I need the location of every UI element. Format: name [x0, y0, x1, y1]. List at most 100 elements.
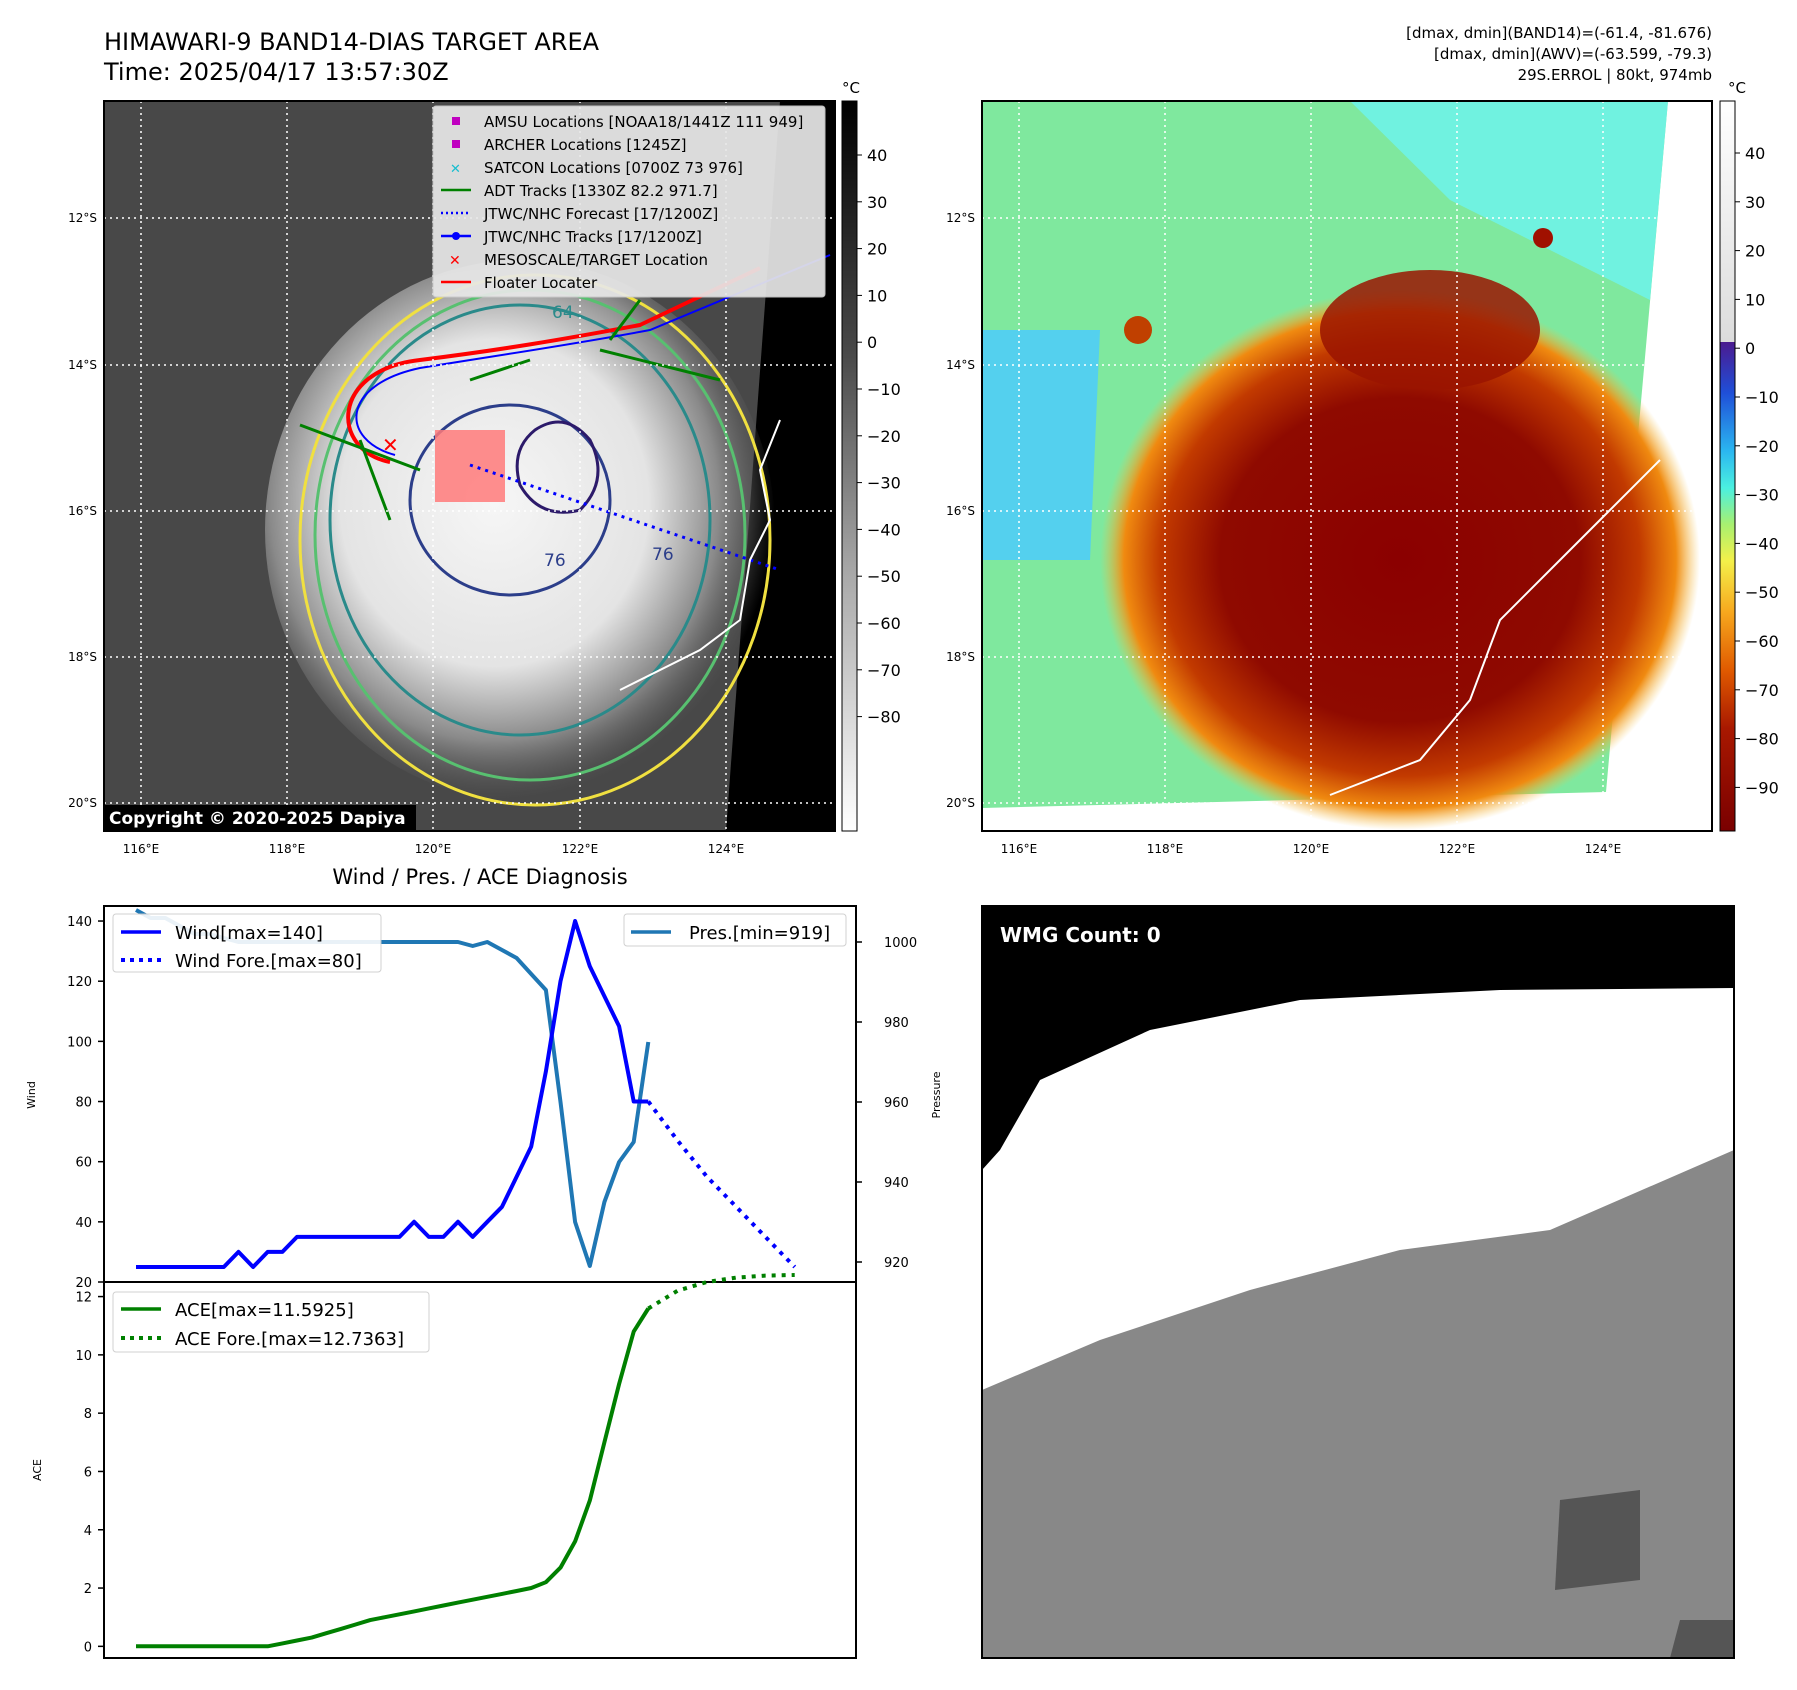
color-colorbar-tick-label: −60 [1745, 632, 1779, 651]
ir-map-lon-labels: 116°E 118°E 120°E 122°E 124°E [123, 842, 745, 856]
wmg-frame [981, 905, 1735, 1659]
pressure-tick-label: 1000 [884, 936, 917, 951]
lon-label: 118°E [1147, 842, 1184, 856]
info-storm: 29S.ERROL | 80kt, 974mb [1518, 66, 1712, 84]
lat-label: 16°S [946, 504, 975, 518]
color-colorbar-tick-label: −30 [1745, 486, 1779, 505]
pressure-axis-label: Pressure [930, 1071, 943, 1118]
wind-tick-label: 80 [75, 1096, 92, 1111]
color-colorbar: °C 40 30 20 10 0 −10 −20 −30 −40 −50 −60 −70 −80 −90 [1719, 79, 1779, 832]
ace-chart: ACE 0 2 4 6 8 10 12 ACE[max=11.5925] ACE Fore.… [31, 1273, 857, 1659]
gray-colorbar-tick-label: −30 [867, 474, 901, 493]
color-colorbar-tick-label: −50 [1745, 583, 1779, 602]
ace-tick-label: 8 [84, 1407, 92, 1422]
wmg-dark-gray-corner [1670, 1620, 1734, 1658]
lat-label: 18°S [946, 650, 975, 664]
figure-title: HIMAWARI-9 BAND14-DIAS TARGET AREA [104, 28, 600, 56]
color-colorbar-tick-label: 10 [1745, 290, 1765, 309]
legend-marker-amsu [452, 117, 460, 125]
legend-marker-satcon: ✕ [450, 162, 461, 177]
contour-label-76a: 76 [544, 551, 566, 571]
color-colorbar-tick-label: 0 [1745, 339, 1755, 358]
lat-label: 20°S [68, 796, 97, 810]
pressure-tick-label: 940 [884, 1176, 909, 1191]
copyright-box [104, 805, 416, 831]
jtwc-track [355, 254, 831, 456]
color-colorbar-tick-label: −40 [1745, 534, 1779, 553]
ace-axis-label: ACE [31, 1459, 44, 1481]
color-map-blue-region [982, 330, 1100, 560]
legend-label-mesoscale: MESOSCALE/TARGET Location [484, 251, 708, 269]
gray-colorbar-unit: °C [842, 79, 860, 97]
storm-cloud-shield [265, 260, 775, 800]
ace-line [136, 1307, 650, 1649]
gray-colorbar-tick-label: 20 [867, 240, 887, 259]
color-colorbar-gradient [1719, 100, 1736, 832]
lon-label: 118°E [269, 842, 306, 856]
pres-legend-box [623, 913, 847, 947]
convective-blob [1533, 228, 1553, 248]
ace-tick-label: 0 [84, 1640, 92, 1655]
legend-label-adt: ADT Tracks [1330Z 82.2 971.7] [484, 182, 718, 200]
ir-map-panel: 64 76 76 ✕ Copyright © 2020-2025 Dapiya [68, 100, 836, 856]
ace-fore-legend-label: ACE Fore.[max=12.7363] [175, 1329, 404, 1350]
legend-marker-jtwc-dot [452, 232, 460, 240]
gray-colorbar-tick-label: −10 [867, 380, 901, 399]
pressure-tick-label: 980 [884, 1016, 909, 1031]
color-colorbar-tick-label: −80 [1745, 730, 1779, 749]
wind-tick-label: 40 [75, 1216, 92, 1231]
pressure-tick-label: 920 [884, 1256, 909, 1271]
gray-colorbar: °C 40 30 20 10 0 −10 −20 −30 −40 −50 −60 −70 −80 [841, 79, 901, 832]
color-colorbar-ticks: 40 30 20 10 0 −10 −20 −30 −40 −50 −60 −70 −80 −90 [1735, 144, 1779, 797]
color-colorbar-tick-label: −90 [1745, 778, 1779, 797]
ace-tick-label: 10 [75, 1349, 92, 1364]
lat-label: 14°S [68, 358, 97, 372]
legend-marker-archer [452, 140, 460, 148]
ir-map-lat-labels: 12°S 14°S 16°S 18°S 20°S [68, 211, 97, 810]
wind-legend-label: Wind[max=140] [175, 923, 323, 944]
ace-y-ticks: 0 2 4 6 8 10 12 [75, 1291, 104, 1655]
wmg-black-region [982, 906, 1734, 1170]
ace-series [136, 1273, 795, 1649]
legend-label-satcon: SATCON Locations [0700Z 73 976] [484, 159, 743, 177]
wmg-gray-region [982, 1150, 1734, 1658]
wind-line [136, 919, 649, 1269]
contour-label-76b: 76 [652, 545, 674, 565]
lon-label: 120°E [1293, 842, 1330, 856]
storm-cold-top [1100, 290, 1700, 830]
lon-label: 120°E [415, 842, 452, 856]
storm-contour-teal [328, 303, 712, 737]
legend-label-jtwc-tracks: JTWC/NHC Tracks [17/1200Z] [483, 228, 702, 246]
lat-label: 12°S [946, 211, 975, 225]
info-awv: [dmax, dmin](AWV)=(-63.599, -79.3) [1434, 45, 1712, 63]
gray-colorbar-tick-label: −50 [867, 567, 901, 586]
lon-label: 116°E [123, 842, 160, 856]
map-legend-box [432, 105, 826, 298]
wind-tick-label: 100 [67, 1035, 92, 1050]
gray-colorbar-tick-label: −60 [867, 614, 901, 633]
ace-legend-label: ACE[max=11.5925] [175, 1300, 354, 1321]
legend-marker-mesoscale: ✕ [449, 253, 461, 269]
ace-tick-label: 6 [84, 1465, 92, 1480]
wind-tick-label: 60 [75, 1156, 92, 1171]
gray-colorbar-tick-label: −80 [867, 708, 901, 727]
wind-fore-legend-label: Wind Fore.[max=80] [175, 951, 362, 972]
wind-pressure-chart: Wind Pressure 20 40 60 80 100 120 140 920 940 96… [25, 905, 943, 1291]
legend-label-floater: Floater Locater [484, 274, 598, 292]
color-map-cyan-region [1350, 101, 1668, 300]
ace-legend-box [112, 1291, 430, 1353]
ir-map-frame [103, 100, 836, 832]
color-map-panel: 12°S 14°S 16°S 18°S 20°S 116°E 118°E 120… [946, 100, 1713, 856]
color-colorbar-tick-label: −20 [1745, 437, 1779, 456]
gray-colorbar-gradient [841, 100, 858, 832]
ace-tick-label: 4 [84, 1524, 92, 1539]
wind-tick-label: 140 [67, 915, 92, 930]
diagnosis-title: Wind / Pres. / ACE Diagnosis [332, 865, 627, 889]
color-map-gridlines [982, 101, 1712, 831]
legend-label-jtwc-forecast: JTWC/NHC Forecast [17/1200Z] [483, 205, 718, 223]
pressure-y-ticks: 920 940 960 980 1000 [856, 936, 917, 1271]
lon-label: 124°E [1585, 842, 1622, 856]
color-colorbar-tick-label: 40 [1745, 144, 1765, 163]
gray-colorbar-tick-label: 0 [867, 333, 877, 352]
